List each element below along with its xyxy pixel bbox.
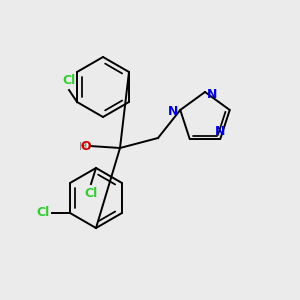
Text: Cl: Cl <box>84 187 98 200</box>
Text: N: N <box>215 124 226 137</box>
Text: H: H <box>79 142 87 152</box>
Text: Cl: Cl <box>37 206 50 220</box>
Text: N: N <box>168 106 178 118</box>
Text: N: N <box>207 88 217 100</box>
Text: Cl: Cl <box>62 74 76 87</box>
Text: O: O <box>80 140 91 154</box>
